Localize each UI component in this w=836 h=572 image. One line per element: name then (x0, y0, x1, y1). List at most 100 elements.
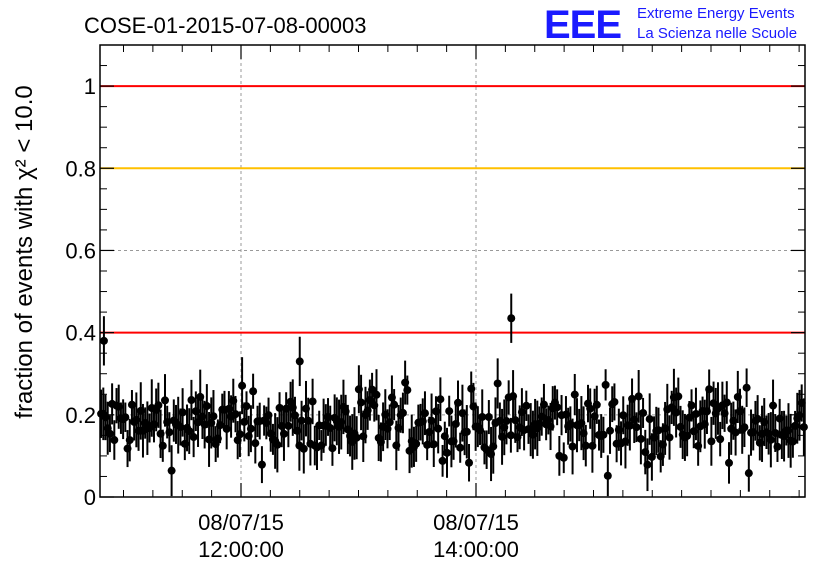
data-point (209, 390, 218, 443)
data-point (691, 387, 700, 441)
marker (465, 458, 474, 467)
marker (742, 383, 751, 392)
marker (588, 441, 597, 450)
y-axis-label: fraction of events with χ² < 10.0 (11, 85, 38, 418)
logo-line1: Extreme Energy Events (637, 5, 795, 22)
data-point (328, 430, 337, 466)
data-point (603, 455, 612, 497)
data-point (167, 445, 176, 497)
marker (506, 431, 515, 440)
data-point (559, 442, 568, 474)
data-point (724, 442, 733, 484)
marker (740, 423, 749, 432)
marker (125, 436, 134, 445)
marker (502, 417, 511, 426)
data-point (643, 438, 652, 492)
data-point (125, 418, 134, 462)
marker (385, 418, 394, 427)
marker (586, 404, 595, 413)
marker (398, 408, 407, 417)
eee-logo: EEE Extreme Energy Events La Scienza nel… (544, 3, 797, 47)
marker (436, 395, 445, 404)
marker (769, 401, 778, 410)
marker (308, 397, 317, 406)
marker (189, 433, 198, 442)
marker (165, 428, 174, 437)
marker (478, 412, 487, 421)
data-point (158, 429, 167, 462)
data-point (502, 397, 511, 445)
data-point (639, 397, 648, 428)
data-point (588, 419, 597, 473)
marker (328, 444, 337, 453)
marker (246, 424, 255, 433)
y-tick-label: 0 (84, 485, 96, 510)
marker (242, 402, 251, 411)
marker (357, 398, 366, 407)
marker (209, 412, 218, 421)
marker (105, 429, 114, 438)
data-point (484, 400, 493, 435)
marker (454, 398, 463, 407)
data-point (705, 369, 714, 409)
data-point (634, 370, 643, 423)
marker (493, 379, 502, 388)
marker (222, 424, 231, 433)
x-tick-label-date: 08/07/15 (433, 510, 519, 535)
marker (639, 408, 648, 417)
data-point (429, 421, 438, 468)
marker (462, 427, 471, 436)
marker (187, 396, 196, 405)
logo-line2: La Scienza nelle Scuole (637, 25, 797, 42)
marker (610, 397, 619, 406)
data-point (412, 425, 421, 462)
data-point (716, 421, 725, 457)
data-point (257, 446, 266, 484)
data-point (357, 374, 366, 431)
data-point (398, 392, 407, 434)
marker (625, 421, 634, 430)
marker (420, 409, 429, 418)
marker (691, 409, 700, 418)
marker (279, 429, 288, 438)
marker (570, 390, 579, 399)
data-point (539, 383, 548, 426)
data-point (372, 369, 381, 421)
marker (438, 456, 447, 465)
data-point (636, 413, 645, 465)
marker (160, 396, 169, 405)
marker (799, 423, 808, 432)
marker (705, 385, 714, 394)
marker (603, 471, 612, 480)
data-point (606, 407, 615, 454)
marker (716, 435, 725, 444)
data-point (299, 424, 308, 474)
marker (568, 442, 577, 451)
data-point (740, 407, 749, 448)
marker (185, 427, 194, 436)
marker (632, 423, 641, 432)
data-point (707, 416, 716, 466)
data-point (121, 402, 130, 432)
data-point (654, 407, 663, 453)
data-point (581, 424, 590, 467)
data-point (601, 369, 610, 401)
data-point (722, 381, 731, 424)
y-tick-label: 0.6 (65, 238, 96, 263)
data-point (506, 417, 515, 453)
data-point (105, 415, 114, 453)
marker (606, 426, 615, 435)
marker (372, 390, 381, 399)
marker (352, 433, 361, 442)
marker (445, 407, 454, 416)
data-point (436, 377, 445, 422)
data-point (465, 444, 474, 482)
data-point (742, 368, 751, 407)
data-point (99, 316, 108, 366)
data-point (507, 293, 516, 343)
eee-logo-mark: EEE (544, 3, 621, 47)
marker (484, 413, 493, 422)
x-tick-label-time: 12:00:00 (198, 537, 284, 562)
marker (731, 428, 740, 437)
